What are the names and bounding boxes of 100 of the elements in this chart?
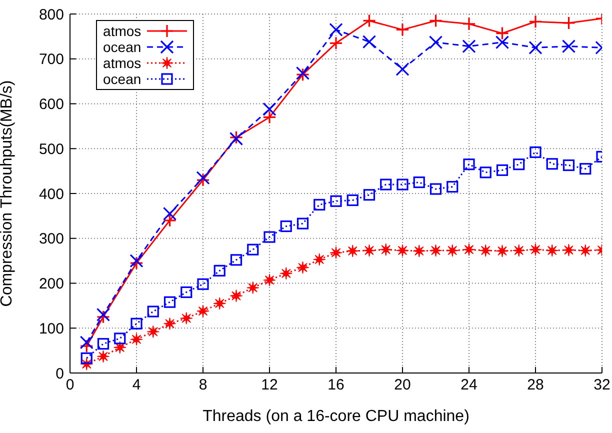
point xyxy=(495,35,510,50)
point xyxy=(562,244,576,256)
point xyxy=(528,40,542,54)
point xyxy=(530,146,542,158)
point xyxy=(578,244,592,257)
point xyxy=(362,14,376,28)
point xyxy=(496,244,509,258)
point xyxy=(428,14,443,28)
point xyxy=(430,183,442,195)
point xyxy=(280,220,292,232)
y-tick-label: 200 xyxy=(38,276,64,293)
point xyxy=(562,16,576,30)
point xyxy=(513,158,525,170)
point xyxy=(96,350,110,363)
point xyxy=(379,243,392,256)
point xyxy=(346,194,358,206)
point xyxy=(147,306,159,318)
point xyxy=(396,62,410,76)
x-tick-label: 20 xyxy=(394,376,411,394)
point xyxy=(462,243,476,256)
point xyxy=(80,339,94,353)
y-axis-title: Compression Throuhputs(MB/s) xyxy=(0,80,16,307)
point xyxy=(562,159,575,172)
y-tick-label: 100 xyxy=(38,320,64,338)
point xyxy=(512,244,526,257)
point xyxy=(363,189,376,201)
point xyxy=(362,35,376,49)
point xyxy=(214,264,226,276)
point xyxy=(146,325,160,338)
point xyxy=(329,36,343,50)
point xyxy=(197,278,209,290)
point xyxy=(263,274,276,287)
y-tick-label: 500 xyxy=(38,140,64,158)
y-tick-label: 600 xyxy=(38,96,64,114)
x-tick-label: 28 xyxy=(527,376,544,394)
point xyxy=(130,332,143,346)
x-tick-label: 4 xyxy=(132,376,141,394)
point xyxy=(429,244,442,257)
point xyxy=(480,166,492,178)
y-tick-label: 400 xyxy=(38,186,64,203)
point xyxy=(230,254,242,266)
point xyxy=(562,40,576,54)
point xyxy=(162,214,177,228)
point xyxy=(264,231,276,243)
point xyxy=(330,195,342,207)
x-tick-label: 24 xyxy=(460,376,478,394)
y-tick-label: 700 xyxy=(38,51,64,68)
point xyxy=(213,297,226,310)
point xyxy=(346,244,360,258)
point xyxy=(580,163,592,175)
point xyxy=(196,170,210,185)
x-tick-label: 32 xyxy=(594,376,610,394)
legend-label: ocean xyxy=(103,39,142,55)
point xyxy=(280,266,293,280)
point xyxy=(413,176,425,188)
point xyxy=(247,244,259,256)
point xyxy=(130,318,142,330)
point xyxy=(80,336,94,350)
point xyxy=(246,281,260,294)
point xyxy=(496,164,508,176)
point xyxy=(446,180,458,193)
point xyxy=(396,244,409,257)
legend-label: ocean xyxy=(103,71,142,87)
x-tick-label: 12 xyxy=(261,376,278,394)
point xyxy=(163,317,176,330)
x-tick-label: 8 xyxy=(198,376,208,394)
point xyxy=(396,22,410,37)
y-tick-label: 0 xyxy=(56,365,64,382)
point xyxy=(446,244,459,257)
point xyxy=(329,22,343,37)
point xyxy=(462,17,476,31)
point xyxy=(528,14,542,28)
point xyxy=(479,244,492,257)
point xyxy=(546,158,558,170)
x-axis-title: Threads (on a 16-core CPU machine) xyxy=(202,408,470,425)
point xyxy=(330,246,342,260)
point xyxy=(396,178,408,190)
point xyxy=(529,243,542,256)
point xyxy=(97,338,110,350)
point xyxy=(114,332,126,344)
point xyxy=(230,289,243,302)
point xyxy=(546,244,559,257)
point xyxy=(412,244,426,258)
point xyxy=(80,352,92,364)
point xyxy=(462,40,476,54)
point xyxy=(296,218,309,230)
point xyxy=(380,178,392,190)
point xyxy=(180,286,192,298)
point xyxy=(314,198,326,211)
point xyxy=(428,35,443,50)
point xyxy=(362,244,376,257)
point xyxy=(262,110,276,124)
y-tick-label: 300 xyxy=(38,230,64,248)
point xyxy=(196,304,210,318)
point xyxy=(296,261,310,274)
point xyxy=(180,312,193,325)
x-tick-label: 16 xyxy=(328,376,344,394)
point xyxy=(164,296,176,308)
legend-label: atmos xyxy=(103,23,142,39)
legend-label: atmos xyxy=(103,55,142,71)
